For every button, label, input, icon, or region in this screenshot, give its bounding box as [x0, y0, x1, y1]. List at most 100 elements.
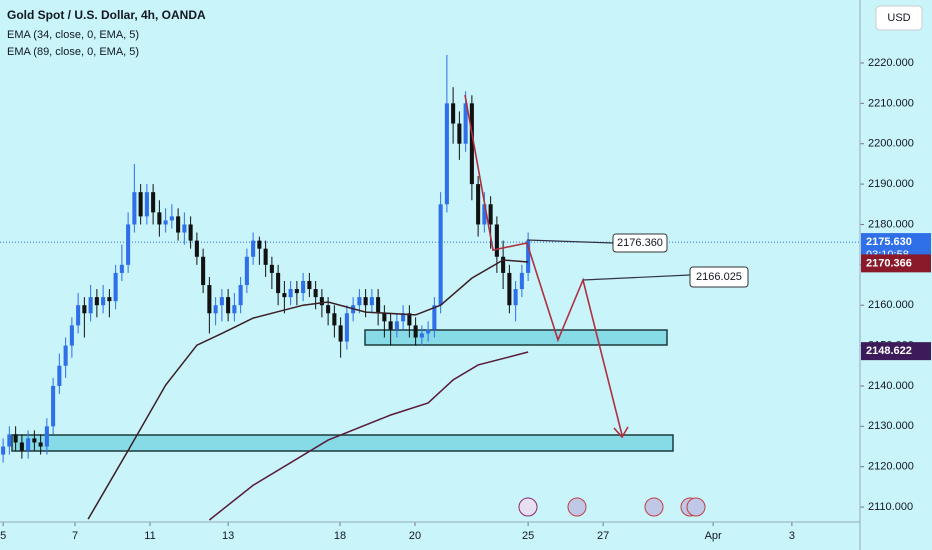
- annotation-box: [689, 266, 749, 288]
- candle-body: [126, 224, 131, 265]
- candle-body: [363, 297, 368, 306]
- candle-body: [263, 248, 268, 265]
- candle-body: [419, 333, 424, 338]
- candle-body: [269, 264, 274, 273]
- candle-body: [1, 446, 6, 455]
- event-icon: [567, 497, 587, 517]
- candle-body: [76, 305, 81, 326]
- event-icon: [644, 497, 664, 517]
- candle-body: [476, 184, 481, 225]
- candle-body: [513, 289, 518, 306]
- forecast-arrow: [613, 426, 629, 439]
- candle-body: [94, 297, 99, 306]
- candle-body: [238, 285, 243, 306]
- candle-body: [169, 216, 174, 221]
- candle-body: [438, 204, 443, 306]
- indicator-label: EMA (89, close, 0, EMA, 5): [7, 46, 139, 58]
- candle-body: [369, 297, 374, 306]
- x-tick-label: 13: [222, 530, 234, 542]
- candle-body: [251, 240, 256, 257]
- candle-body: [407, 313, 412, 326]
- price-tag: [861, 254, 931, 273]
- currency-label[interactable]: USD: [887, 12, 910, 24]
- candle-body: [213, 305, 218, 314]
- candle-body: [319, 297, 324, 306]
- candle-body: [301, 280, 306, 294]
- candle-body: [113, 272, 118, 302]
- candle-body: [88, 297, 93, 314]
- candle-body: [82, 305, 87, 314]
- candle-body: [219, 297, 224, 306]
- candle-body: [432, 305, 437, 330]
- annotation-line: [526, 239, 614, 244]
- x-tick-label: 7: [72, 530, 78, 542]
- candle-body: [232, 305, 237, 314]
- candle-body: [44, 426, 49, 447]
- price-tag-label: 2148.622: [866, 345, 912, 357]
- candle-body: [276, 272, 281, 294]
- y-tick-label: 2130.000: [868, 420, 914, 432]
- x-tick-label: 3: [789, 530, 795, 542]
- candle-body: [69, 325, 74, 346]
- x-tick-label: 27: [597, 530, 609, 542]
- candle-body: [288, 289, 293, 298]
- annotation-line: [582, 274, 691, 281]
- candle-body: [207, 285, 212, 314]
- candle-body: [357, 297, 362, 306]
- candle-body: [19, 442, 24, 451]
- candle-body: [426, 329, 431, 334]
- y-tick-label: 2190.000: [868, 178, 914, 190]
- candle-body: [376, 297, 381, 314]
- event-icon: [518, 497, 538, 517]
- candle-body: [194, 240, 199, 257]
- candle-body: [63, 345, 68, 366]
- candle-body: [388, 321, 393, 330]
- candle-body: [313, 289, 318, 298]
- ema-line: [87, 259, 529, 520]
- x-tick-label: 20: [409, 530, 421, 542]
- candle-body: [463, 103, 468, 144]
- candle-body: [151, 192, 156, 213]
- candle-body: [282, 293, 287, 298]
- event-icons: [518, 497, 706, 517]
- candle-body: [257, 240, 262, 249]
- y-tick-label: 2220.000: [868, 57, 914, 69]
- candle-body: [326, 305, 331, 314]
- candle-body: [338, 325, 343, 342]
- currency-button[interactable]: [875, 5, 923, 31]
- y-tick-label: 2160.000: [868, 299, 914, 311]
- x-tick-label: 25: [522, 530, 534, 542]
- candle-body: [488, 204, 493, 225]
- x-tick-label: 5: [0, 530, 6, 542]
- candle-body: [332, 313, 337, 326]
- y-tick-label: 2140.000: [868, 380, 914, 392]
- candle-body: [526, 240, 531, 273]
- candle-body: [457, 123, 462, 144]
- chart-title: Gold Spot / U.S. Dollar, 4h, OANDA: [7, 8, 206, 22]
- candle-body: [107, 297, 112, 302]
- candle-body: [119, 264, 124, 273]
- y-tick-label: 2180.000: [868, 218, 914, 230]
- candle-body: [382, 313, 387, 322]
- candle-body: [144, 192, 149, 217]
- annotation-label: 2166.025: [696, 271, 742, 283]
- y-tick-label: 2210.000: [868, 97, 914, 109]
- candle-body: [307, 280, 312, 290]
- candle-body: [469, 103, 474, 185]
- candle-body: [13, 434, 18, 443]
- candle-body: [132, 192, 137, 225]
- candle-body: [57, 365, 62, 386]
- candle-body: [501, 256, 506, 273]
- forecast-path: [464, 94, 623, 436]
- candle-body: [26, 438, 31, 451]
- y-tick-label: 2120.000: [868, 461, 914, 473]
- candle-body: [38, 442, 43, 447]
- y-tick-label: 2110.000: [868, 501, 913, 513]
- candle-body: [444, 103, 449, 205]
- candle-body: [101, 297, 106, 306]
- candle-body: [482, 204, 487, 225]
- y-tick-label: 2200.000: [868, 138, 914, 150]
- candle-body: [401, 313, 406, 322]
- candle-body: [451, 103, 456, 124]
